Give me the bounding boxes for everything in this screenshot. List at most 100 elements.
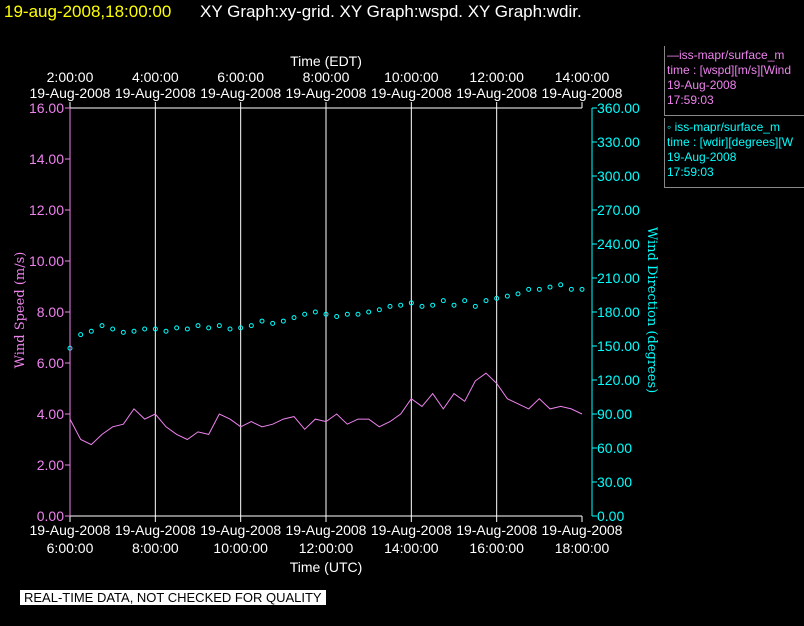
wind-direction-point — [568, 286, 574, 292]
x-top-tick-time: 4:00:00 — [132, 69, 179, 85]
legend-wdir-date: 19-Aug-2008 — [667, 150, 737, 164]
wind-direction-point — [419, 303, 425, 309]
x-top-tick-date: 19-Aug-2008 — [115, 85, 196, 101]
y-axis-left-label: Wind Speed (m/s) — [13, 252, 28, 369]
wind-direction-point — [504, 293, 510, 299]
y-right-tick-label: 60.00 — [597, 440, 632, 456]
y-right-tick-label: 330.00 — [597, 134, 640, 150]
wind-direction-point — [398, 302, 404, 308]
x-top-tick-date: 19-Aug-2008 — [456, 85, 537, 101]
legend-wdir-source: ◦ iss-mapr/surface_m — [667, 120, 780, 134]
y-left-tick-label: 4.00 — [37, 406, 64, 422]
x-top-tick-time: 2:00:00 — [47, 69, 94, 85]
x-bottom-tick-time: 18:00:00 — [555, 540, 610, 556]
wind-direction-point — [131, 328, 137, 334]
y-left-tick-label: 12.00 — [29, 202, 64, 218]
y-right-tick-label: 240.00 — [597, 236, 640, 252]
y-left-tick-label: 8.00 — [37, 304, 64, 320]
wind-direction-point — [174, 325, 180, 331]
wind-direction-point — [579, 286, 585, 292]
x-top-tick-time: 6:00:00 — [217, 69, 264, 85]
wind-direction-point — [440, 298, 446, 304]
y-left-tick-label: 14.00 — [29, 151, 64, 167]
legend-wspd-date: 19-Aug-2008 — [667, 78, 737, 92]
x-bottom-tick-date: 19-Aug-2008 — [456, 522, 537, 538]
y-left-tick-label: 6.00 — [37, 355, 64, 371]
wind-direction-point — [312, 309, 318, 315]
wind-direction-point — [526, 286, 532, 292]
wind-direction-point — [376, 307, 382, 313]
wind-direction-point — [248, 323, 254, 329]
wind-direction-point — [472, 303, 478, 309]
wind-direction-point — [270, 320, 276, 326]
y-right-tick-label: 270.00 — [597, 202, 640, 218]
x-bottom-tick-date: 19-Aug-2008 — [115, 522, 196, 538]
legend-wspd-variable: time : [wspd][m/s][Wind — [667, 63, 792, 77]
legend-wdir-time: 17:59:03 — [667, 165, 714, 179]
y-right-tick-label: 360.00 — [597, 100, 640, 116]
wind-direction-point — [430, 302, 436, 308]
y-right-tick-label: 90.00 — [597, 406, 632, 422]
wind-direction-point — [238, 325, 244, 331]
y-right-tick-label: 180.00 — [597, 304, 640, 320]
x-top-tick-time: 10:00:00 — [384, 69, 439, 85]
x-top-tick-date: 19-Aug-2008 — [286, 85, 367, 101]
x-axis-bottom-label: Time (UTC) — [290, 559, 363, 575]
y-left-tick-label: 10.00 — [29, 253, 64, 269]
y-right-tick-label: 210.00 — [597, 270, 640, 286]
wind-direction-point — [280, 318, 286, 324]
x-bottom-tick-time: 12:00:00 — [299, 540, 354, 556]
wind-direction-point — [291, 315, 297, 321]
wind-direction-point — [515, 291, 521, 297]
wind-direction-point — [120, 329, 126, 335]
wind-speed-line — [69, 372, 583, 446]
y-left-tick-label: 2.00 — [37, 457, 64, 473]
wind-direction-point — [408, 300, 414, 306]
wind-direction-point — [88, 328, 94, 334]
x-top-tick-time: 14:00:00 — [555, 69, 610, 85]
legend-wind-direction: ◦ iss-mapr/surface_m time : [wdir][degre… — [664, 118, 804, 188]
wind-direction-point — [110, 326, 116, 332]
x-bottom-tick-time: 16:00:00 — [469, 540, 524, 556]
wind-direction-point — [323, 311, 329, 317]
wind-direction-point — [366, 309, 372, 315]
x-top-tick-time: 8:00:00 — [303, 69, 350, 85]
wind-direction-point — [142, 326, 148, 332]
x-top-tick-time: 12:00:00 — [469, 69, 524, 85]
legend-divider — [664, 118, 665, 187]
x-bottom-tick-date: 19-Aug-2008 — [200, 522, 281, 538]
wind-direction-point — [216, 323, 222, 329]
wind-direction-point — [259, 318, 265, 324]
x-top-tick-date: 19-Aug-2008 — [200, 85, 281, 101]
legend-divider — [664, 46, 665, 115]
wind-direction-point — [163, 328, 169, 334]
wind-direction-point — [152, 326, 158, 332]
wind-direction-series — [67, 282, 585, 351]
header-graph-list: XY Graph:xy-grid. XY Graph:wspd. XY Grap… — [200, 2, 582, 21]
legend-wspd-time: 17:59:03 — [667, 93, 714, 107]
x-bottom-tick-date: 19-Aug-2008 — [542, 522, 623, 538]
x-bottom-tick-time: 14:00:00 — [384, 540, 439, 556]
wind-direction-point — [355, 311, 361, 317]
x-axis-top-label: Time (EDT) — [290, 53, 362, 69]
x-top-tick-date: 19-Aug-2008 — [371, 85, 452, 101]
y-right-tick-label: 30.00 — [597, 474, 632, 490]
x-top-tick-date: 19-Aug-2008 — [30, 85, 111, 101]
wind-direction-point — [99, 323, 105, 329]
y-left-tick-label: 16.00 — [29, 100, 64, 116]
wind-direction-point — [558, 282, 564, 288]
header-datetime: 19-aug-2008,18:00:00 — [4, 2, 172, 21]
wind-direction-point — [344, 311, 350, 317]
wind-direction-point — [78, 332, 84, 338]
legend-wind-speed: —iss-mapr/surface_m time : [wspd][m/s][W… — [664, 46, 804, 116]
x-bottom-tick-time: 8:00:00 — [132, 540, 179, 556]
legend-wspd-source: —iss-mapr/surface_m — [667, 48, 785, 62]
wind-speed-series — [69, 372, 583, 446]
wind-direction-point — [462, 298, 468, 304]
y-axis-right-label: Wind Direction (degrees) — [644, 227, 659, 393]
x-bottom-tick-date: 19-Aug-2008 — [286, 522, 367, 538]
wind-direction-point — [547, 284, 553, 290]
wind-direction-point — [536, 286, 542, 292]
quality-disclaimer: REAL-TIME DATA, NOT CHECKED FOR QUALITY — [20, 590, 326, 605]
